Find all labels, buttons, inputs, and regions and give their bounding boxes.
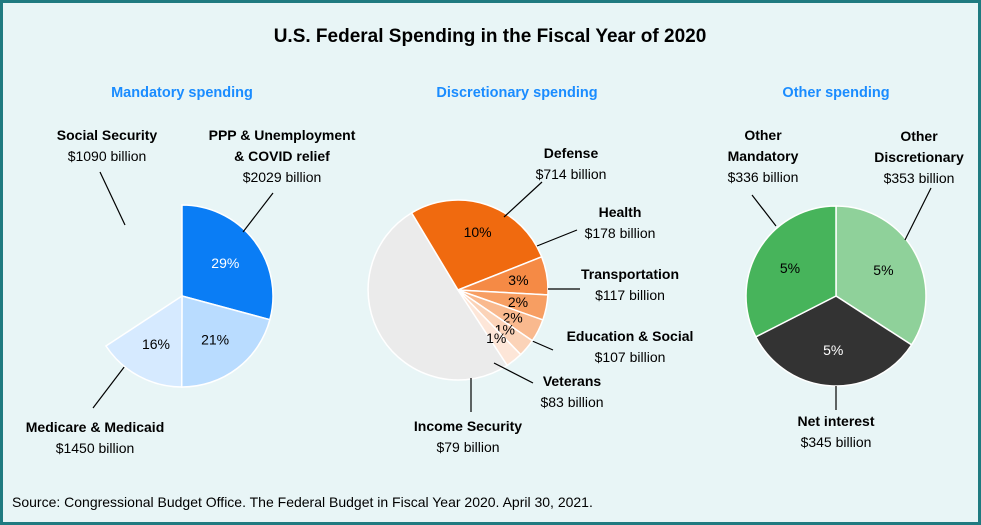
pct-label-health: 3% xyxy=(508,272,528,288)
slice-social-security xyxy=(104,294,183,388)
slice-name-defense: Defense xyxy=(544,145,599,161)
slice-name-other-mandatory-line-1: Other xyxy=(744,127,782,143)
leader-line-veterans xyxy=(493,362,534,384)
chart-title: U.S. Federal Spending in the Fiscal Year… xyxy=(274,26,707,47)
slice-name-transportation: Transportation xyxy=(581,266,679,282)
slice-name-education-and-social: Education & Social xyxy=(567,328,694,344)
slice-name-ppp-and-unemployment-and-covid-relief-line-2: & COVID relief xyxy=(234,148,330,164)
other-spending-title: Other spending xyxy=(782,85,889,101)
slice-value-medicare-and-medicaid: $1450 billion xyxy=(56,440,135,456)
discretionary-pie: 10% Defense $714 billion 3% Health $178 billi… xyxy=(367,145,694,455)
leader-line-other-discretionary xyxy=(904,187,932,241)
slice-name-other-discretionary-line-1: Other xyxy=(900,128,938,144)
slice-name-other-discretionary-line-2: Discretionary xyxy=(874,149,964,165)
slice-other-mandatory xyxy=(745,205,837,338)
slice-income-security xyxy=(457,289,522,367)
pct-label-transportation: 2% xyxy=(508,294,528,310)
leader-line-health xyxy=(536,229,578,247)
slice-defense xyxy=(410,199,543,291)
leader-line-ppp-and-unemployment-and-covid-relief xyxy=(242,192,274,233)
slice-value-other-mandatory: $336 billion xyxy=(728,169,799,185)
pct-label-defense: 10% xyxy=(464,224,492,240)
slice-name-net-interest: Net interest xyxy=(797,413,874,429)
pct-label-education-and-social: 2% xyxy=(502,310,522,326)
source-note: Source: Congressional Budget Office. The… xyxy=(12,494,593,510)
leader-line-education-and-social xyxy=(529,339,554,351)
slice-name-veterans: Veterans xyxy=(543,373,602,389)
slice-value-education-and-social: $107 billion xyxy=(595,349,666,365)
slice-value-ppp-and-unemployment-and-covid-relief: $2029 billion xyxy=(243,169,322,185)
slice-value-defense: $714 billion xyxy=(536,166,607,182)
pct-label-income-security: 1% xyxy=(486,330,506,346)
discretionary-spending-title: Discretionary spending xyxy=(436,85,597,101)
slice-name-other-mandatory-line-2: Mandatory xyxy=(728,148,799,164)
pie-charts: 29% PPP & Unemployment & COVID relief $2029… xyxy=(26,127,964,456)
slice-value-income-security: $79 billion xyxy=(436,439,499,455)
pct-label-ppp-and-unemployment-and-covid-relief: 29% xyxy=(211,255,239,271)
slice-ppp-and-unemployment-and-covid-relief xyxy=(181,204,274,321)
other-pie: 5% Other Discretionary $353 billion 5% Net in… xyxy=(728,127,964,450)
slice-value-net-interest: $345 billion xyxy=(801,434,872,450)
pct-label-medicare-and-medicaid: 21% xyxy=(201,331,229,347)
discretionary-remainder-slice xyxy=(367,211,509,381)
slice-value-transportation: $117 billion xyxy=(595,287,665,303)
mandatory-pie: 29% PPP & Unemployment & COVID relief $2029… xyxy=(26,127,356,456)
slice-value-other-discretionary: $353 billion xyxy=(884,170,955,186)
slice-value-veterans: $83 billion xyxy=(540,394,603,410)
slice-medicare-and-medicaid xyxy=(180,295,271,388)
leader-line-other-mandatory xyxy=(751,194,777,227)
slice-value-social-security: $1090 billion xyxy=(68,148,147,164)
slice-name-social-security: Social Security xyxy=(57,127,158,143)
pct-label-other-discretionary: 5% xyxy=(873,262,893,278)
slice-name-ppp-and-unemployment-and-covid-relief-line-1: PPP & Unemployment xyxy=(209,127,356,143)
slice-name-income-security: Income Security xyxy=(414,418,522,434)
slice-name-medicare-and-medicaid: Medicare & Medicaid xyxy=(26,419,165,435)
pct-label-social-security: 16% xyxy=(142,336,170,352)
slice-value-health: $178 billion xyxy=(585,225,656,241)
pct-label-net-interest: 5% xyxy=(823,342,843,358)
slice-name-health: Health xyxy=(599,204,642,220)
mandatory-spending-title: Mandatory spending xyxy=(111,85,253,101)
slice-net-interest xyxy=(754,295,913,387)
leader-line-defense xyxy=(503,181,543,218)
pct-label-other-mandatory: 5% xyxy=(780,260,800,276)
leader-line-social-security xyxy=(99,171,126,226)
